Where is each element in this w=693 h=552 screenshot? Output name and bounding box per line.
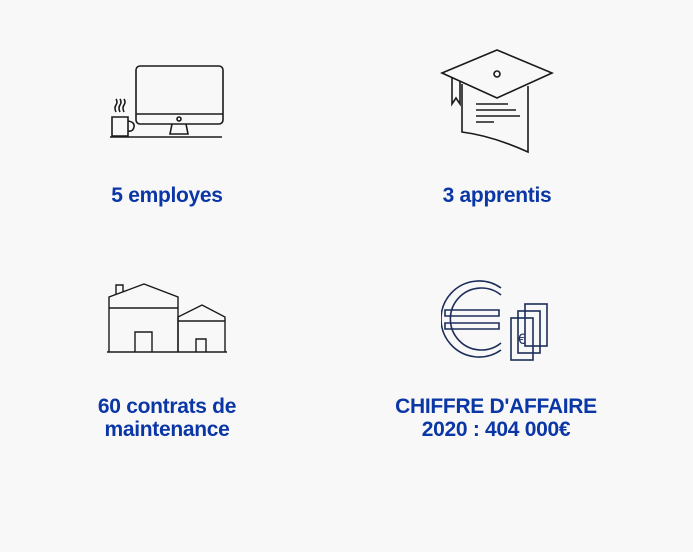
- svg-text:€: €: [518, 332, 527, 348]
- computer-coffee-icon: [106, 62, 230, 144]
- stat-label-revenue: CHIFFRE D'AFFAIRE 2020 : 404 000€: [395, 395, 597, 441]
- euro-money-icon: €: [441, 274, 553, 364]
- stat-label-maintenance: 60 contrats de maintenance: [97, 395, 237, 441]
- stat-label-apprentices: 3 apprentis: [442, 184, 552, 207]
- stat-label-employees: 5 employes: [111, 184, 223, 207]
- houses-icon: [106, 280, 230, 356]
- graduation-cap-diploma-icon: [438, 46, 556, 158]
